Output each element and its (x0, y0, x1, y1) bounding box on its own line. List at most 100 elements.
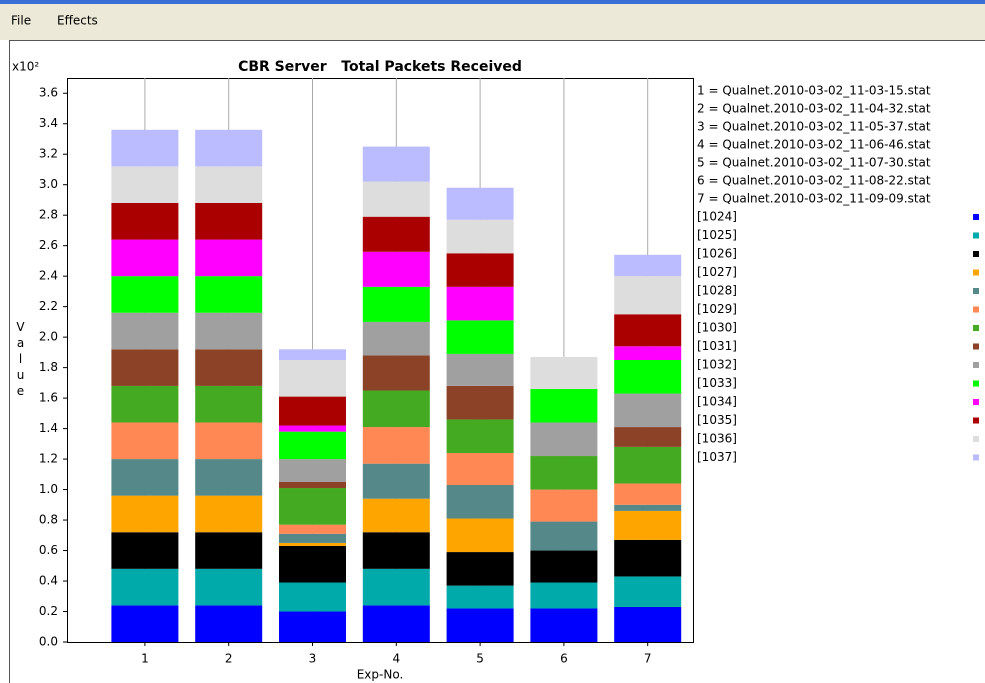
bar-segment (530, 456, 598, 490)
bar-segment (111, 385, 179, 423)
x-tick-label: 1 (141, 652, 149, 666)
bar-segment (279, 488, 346, 525)
category-legend-entry: 4 = Qualnet.2010-03-02_11-06-46.stat (697, 138, 931, 152)
x-tick-label: 4 (392, 652, 400, 666)
y-tick-label: 0.2 (39, 604, 58, 618)
bar-segment (279, 611, 346, 642)
x-tick-label: 6 (560, 652, 568, 666)
y-scale-label: x10² (12, 60, 39, 74)
bar-segment (362, 251, 430, 287)
bar-segment (614, 510, 682, 540)
bar-segment (446, 552, 514, 586)
bar-segment (614, 276, 682, 315)
y-tick-label: 0.0 (39, 635, 58, 649)
bar-segment (111, 349, 179, 386)
y-tick-label: 2.4 (39, 269, 58, 283)
legend-swatch (973, 454, 979, 461)
legend-label: [1025] (697, 228, 737, 242)
y-tick-label: 3.4 (39, 116, 58, 130)
x-tick-label: 2 (225, 652, 233, 666)
bar-segment (530, 356, 598, 389)
bar-segment (362, 390, 430, 428)
bar-segment (614, 360, 682, 394)
legend-label: [1033] (697, 376, 737, 390)
bar-segment (195, 605, 263, 642)
bar-segment (279, 533, 346, 543)
menu-effects[interactable]: Effects (57, 14, 98, 28)
bar-segment (446, 320, 514, 354)
legend-swatch (973, 251, 979, 257)
bar-segment (195, 166, 263, 203)
bar-segment (195, 459, 263, 496)
bar-segment (195, 202, 263, 240)
bar-segment (279, 459, 346, 482)
bar-segment (614, 483, 682, 505)
bar-segment (279, 542, 346, 546)
bar-segment (446, 608, 514, 642)
bar-segment (195, 312, 263, 350)
legend-swatch (973, 306, 979, 313)
bar-segment (279, 349, 346, 360)
bar-segment (446, 585, 514, 609)
bar-segment (362, 355, 430, 391)
bar-segment (195, 385, 263, 423)
bar-segment (195, 276, 263, 313)
y-tick-label: 3.0 (39, 177, 58, 191)
bar-segment (279, 524, 346, 534)
menu-file[interactable]: File (11, 14, 31, 28)
bar-segment (362, 463, 430, 499)
legend-swatch (973, 232, 979, 239)
legend-label: [1027] (697, 265, 737, 279)
bar-segment (614, 254, 682, 277)
category-legend-entry: 5 = Qualnet.2010-03-02_11-07-30.stat (697, 156, 931, 170)
bar-segment (362, 216, 430, 252)
y-tick-label: 2.0 (39, 330, 58, 344)
bar-segment (614, 504, 682, 511)
bar-segment (195, 129, 263, 167)
legend-label: [1024] (697, 210, 737, 224)
bar-segment (614, 427, 682, 447)
bar-segment (279, 431, 346, 460)
legend-label: [1036] (697, 432, 737, 446)
legend-label: [1031] (697, 339, 737, 353)
bar-segment (530, 608, 598, 642)
bar-segment (195, 239, 263, 277)
bar-segment (446, 253, 514, 287)
menu-bar (0, 4, 985, 34)
bar-segment (530, 388, 598, 423)
bar-segment (446, 484, 514, 519)
legend-label: [1032] (697, 358, 737, 372)
bar-segment (111, 568, 179, 606)
bar-segment (279, 481, 346, 489)
legend-label: [1035] (697, 413, 737, 427)
bar-segment (279, 545, 346, 583)
chart-title: CBR Server Total Packets Received (238, 59, 522, 75)
category-legend-entry: 3 = Qualnet.2010-03-02_11-05-37.stat (697, 120, 931, 134)
bar-segment (195, 349, 263, 386)
legend-label: [1029] (697, 302, 737, 316)
bar-segment (362, 181, 430, 217)
bar-segment (111, 495, 179, 533)
bar-segment (111, 276, 179, 313)
window-border (0, 0, 985, 4)
bar-segment (446, 219, 514, 254)
category-legend-entry: 1 = Qualnet.2010-03-02_11-03-15.stat (697, 84, 931, 98)
bar-segment (111, 532, 179, 569)
x-tick-label: 5 (476, 652, 484, 666)
bar-segment (111, 129, 179, 167)
bar-segment (446, 419, 514, 453)
y-tick-label: 2.8 (39, 208, 58, 222)
y-tick-label: 1.4 (39, 421, 58, 435)
legend-label: [1028] (697, 284, 737, 298)
bar-segment (195, 568, 263, 606)
bar-segment (111, 166, 179, 203)
bar-segment (446, 286, 514, 321)
bar-segment (279, 396, 346, 426)
bar-segment (446, 385, 514, 420)
bar-segment (446, 518, 514, 553)
y-tick-label: 1.6 (39, 391, 58, 405)
legend-swatch (973, 380, 979, 387)
bar-segment (279, 360, 346, 397)
bar-segment (362, 605, 430, 642)
